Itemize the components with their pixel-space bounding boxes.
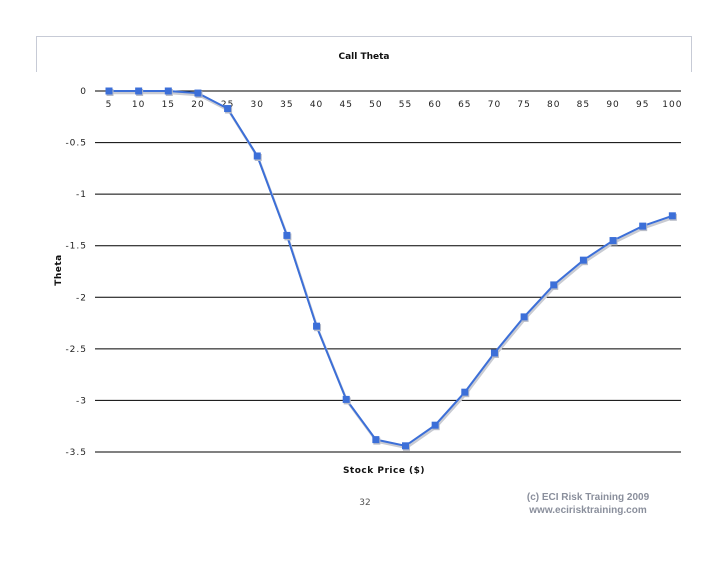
y-tick-label: -2 xyxy=(76,293,87,303)
gridlines xyxy=(95,90,681,453)
data-point xyxy=(490,349,498,357)
data-point xyxy=(253,152,261,160)
x-tick-label: 90 xyxy=(606,100,619,110)
x-tick-label: 50 xyxy=(369,100,382,110)
data-point xyxy=(224,105,232,113)
y-tick-label: -3.5 xyxy=(65,448,87,458)
x-tick-label: 15 xyxy=(162,100,175,110)
slide-frame-left-border xyxy=(36,36,37,72)
y-tick-label: -0.5 xyxy=(65,139,87,149)
x-tick-label: 75 xyxy=(517,100,530,110)
data-point xyxy=(639,222,647,230)
x-tick-label: 35 xyxy=(280,100,293,110)
chart-title: Call Theta xyxy=(338,52,389,62)
data-point xyxy=(135,87,143,95)
data-point xyxy=(461,388,469,396)
y-tick-label: -2.5 xyxy=(65,345,87,355)
data-point xyxy=(194,89,202,97)
data-point xyxy=(313,322,321,330)
x-tick-label: 100 xyxy=(662,100,682,110)
x-tick-label: 10 xyxy=(132,100,145,110)
x-tick-label: 85 xyxy=(577,100,590,110)
data-point xyxy=(609,237,617,245)
data-point xyxy=(579,256,587,264)
x-tick-label: 45 xyxy=(339,100,352,110)
data-point xyxy=(520,313,528,321)
copyright-notice: (c) ECI Risk Training 2009 www.ecirisktr… xyxy=(508,491,668,517)
x-tick-label: 30 xyxy=(251,100,264,110)
x-tick-label: 70 xyxy=(488,100,501,110)
copyright-line-1: (c) ECI Risk Training 2009 xyxy=(526,492,650,503)
y-tick-label: 0 xyxy=(80,87,87,97)
series-line-shadow xyxy=(110,91,674,450)
x-axis-ticks: 5 10 15 20 25 30 35 40 45 50 55 60 65 70 75 80 85 90 95 100 xyxy=(106,100,682,110)
data-point xyxy=(342,395,350,403)
y-tick-label: -1 xyxy=(76,190,87,200)
y-axis-label: Theta xyxy=(54,254,64,286)
slide-frame-right-border xyxy=(691,36,692,72)
data-point xyxy=(431,421,439,429)
data-point xyxy=(668,212,676,220)
y-tick-label: -1.5 xyxy=(65,242,87,252)
x-tick-label: 65 xyxy=(458,100,471,110)
data-point xyxy=(402,442,409,450)
series-line xyxy=(109,90,673,447)
data-point xyxy=(372,436,380,444)
data-point xyxy=(105,87,113,95)
page-number: 32 xyxy=(359,498,371,508)
data-point xyxy=(550,281,558,289)
y-tick-label: -3 xyxy=(76,396,87,406)
x-axis-label: Stock Price ($) xyxy=(343,466,425,476)
x-tick-label: 55 xyxy=(399,100,412,110)
copyright-website: www.ecirisktraining.com xyxy=(529,505,647,516)
y-axis-ticks: 0 -0.5 -1 -1.5 -2 -2.5 -3 -3.5 xyxy=(65,87,87,458)
data-point xyxy=(283,231,291,239)
slide-frame-top-border xyxy=(36,36,692,37)
x-tick-label: 5 xyxy=(106,100,113,110)
theta-series xyxy=(105,87,677,451)
data-point xyxy=(164,87,172,95)
x-tick-label: 80 xyxy=(547,100,560,110)
x-tick-label: 60 xyxy=(428,100,441,110)
x-tick-label: 40 xyxy=(310,100,323,110)
x-tick-label: 95 xyxy=(636,100,649,110)
x-tick-label: 20 xyxy=(191,100,204,110)
x-tick-label: 25 xyxy=(221,100,234,110)
